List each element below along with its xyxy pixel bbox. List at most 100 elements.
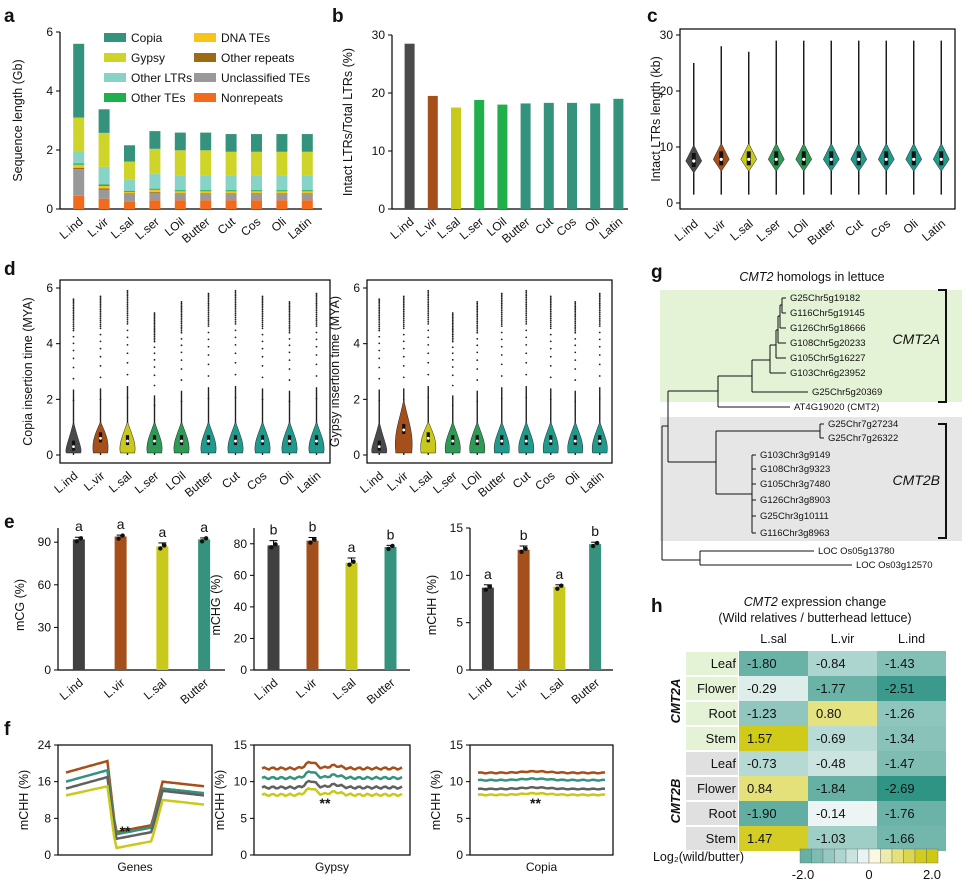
outlier-dot xyxy=(574,359,577,362)
bar-segment xyxy=(149,173,161,189)
outlier-dot xyxy=(598,294,601,297)
x-tick-label: L.ind xyxy=(672,217,701,244)
x-tick-label: Cut xyxy=(219,468,243,491)
panel-e3: 0 5 10 15 mCHH (%) a b a b L.ind L.vir L.sal Butter xyxy=(425,521,613,707)
bar-segment xyxy=(301,134,313,152)
outlier-dot xyxy=(525,305,528,308)
outlier-dot xyxy=(99,310,102,313)
outlier-dot xyxy=(234,289,237,292)
bar-segment xyxy=(251,190,262,192)
outlier-dot xyxy=(451,313,454,316)
outlier-dot xyxy=(525,289,528,292)
outlier-dot xyxy=(72,307,75,310)
outlier-dot xyxy=(153,324,156,326)
y-axis-label: mCHH (%) xyxy=(425,575,439,635)
outlier-dot xyxy=(72,299,75,302)
bar-segment xyxy=(225,134,237,152)
outlier-dot xyxy=(525,320,528,323)
outlier-dot xyxy=(598,321,601,323)
outlier-dot xyxy=(261,376,264,379)
median-dot xyxy=(377,445,381,449)
replicate-dot xyxy=(74,539,80,544)
outlier-dot xyxy=(153,322,156,325)
outlier-dot xyxy=(234,303,237,306)
outlier-dot xyxy=(500,315,503,318)
outlier-dot xyxy=(207,325,210,328)
outlier-dot xyxy=(288,317,291,320)
outlier-dot xyxy=(261,319,264,322)
colorbar-swatch xyxy=(868,848,881,864)
y-tick-label: 0 xyxy=(44,848,51,862)
outlier-dot xyxy=(427,294,430,297)
outlier-dot xyxy=(549,327,552,330)
outlier-dot xyxy=(126,329,129,332)
outlier-dot xyxy=(126,294,129,297)
replicate-dot xyxy=(273,542,278,547)
outlier-dot xyxy=(549,308,552,311)
outlier-dot xyxy=(99,319,102,322)
legend-swatch xyxy=(194,73,216,82)
tree-leaf-label: G105Chr5g16227 xyxy=(790,353,866,364)
outlier-dot xyxy=(402,315,405,318)
heatmap-cell-value: -1.03 xyxy=(816,831,846,846)
outlier-dot xyxy=(574,324,577,327)
bar-segment xyxy=(225,191,237,194)
outlier-dot xyxy=(261,310,264,313)
y-tick-label: 15 xyxy=(450,521,464,535)
colorbar-swatch xyxy=(891,848,904,864)
outlier-dot xyxy=(525,300,528,302)
outlier-dot xyxy=(315,294,318,297)
median-dot xyxy=(153,439,156,443)
bar xyxy=(481,587,494,670)
bar xyxy=(427,95,438,209)
outlier-dot xyxy=(153,327,156,329)
tree-leaf-label: G108Chr3g9323 xyxy=(760,464,830,475)
y-tick-label: 0 xyxy=(240,848,247,862)
x-tick-label: L.sal xyxy=(330,676,358,703)
outlier-dot xyxy=(525,373,528,376)
outlier-dot xyxy=(207,292,210,295)
y-tick-label: 6 xyxy=(46,281,53,295)
y-axis-label: mCG (%) xyxy=(13,579,27,631)
outlier-dot xyxy=(180,328,183,330)
outlier-dot xyxy=(451,316,454,319)
outlier-dot xyxy=(402,295,405,298)
median-dot xyxy=(207,439,210,443)
replicate-dot xyxy=(158,546,163,551)
replicate-dot xyxy=(483,587,489,592)
outlier-dot xyxy=(234,329,237,332)
y-tick-label: 15 xyxy=(450,738,464,752)
outlier-dot xyxy=(549,323,552,326)
outlier-dot xyxy=(99,297,102,299)
heatmap-group-label: CMT2A xyxy=(668,679,683,724)
outlier-dot xyxy=(153,312,156,314)
panel-f3: 0 5 10 15 mCHH (%) Copia ** xyxy=(429,738,614,874)
outlier-dot xyxy=(378,323,381,326)
heatmap-cell xyxy=(739,801,808,826)
outlier-dot xyxy=(427,318,430,321)
heatmap-cell xyxy=(808,801,877,826)
replicate-dot xyxy=(78,536,84,541)
median-dot xyxy=(939,157,943,161)
outlier-dot xyxy=(261,305,264,308)
outlier-dot xyxy=(315,331,318,334)
outlier-dot xyxy=(234,301,237,304)
outlier-dot xyxy=(234,320,237,323)
bar xyxy=(306,540,319,670)
bar-segment xyxy=(200,200,212,209)
colorbar-tick: 2.0 xyxy=(923,867,941,882)
x-tick-label: Cos xyxy=(244,469,269,493)
x-tick-label: Cos xyxy=(554,215,579,239)
outlier-dot xyxy=(288,324,291,327)
outlier-dot xyxy=(207,323,210,325)
heatmap-cell-value: 0.80 xyxy=(816,706,841,721)
heatmap-cell xyxy=(877,801,946,826)
outlier-dot xyxy=(574,379,577,381)
outlier-dot xyxy=(476,315,479,318)
outlier-dot xyxy=(402,305,405,308)
outlier-dot xyxy=(261,340,264,343)
outlier-dot xyxy=(180,326,183,328)
outlier-dot xyxy=(207,345,210,348)
heatmap-cell-value: -1.66 xyxy=(885,831,915,846)
outlier-dot xyxy=(288,318,291,321)
